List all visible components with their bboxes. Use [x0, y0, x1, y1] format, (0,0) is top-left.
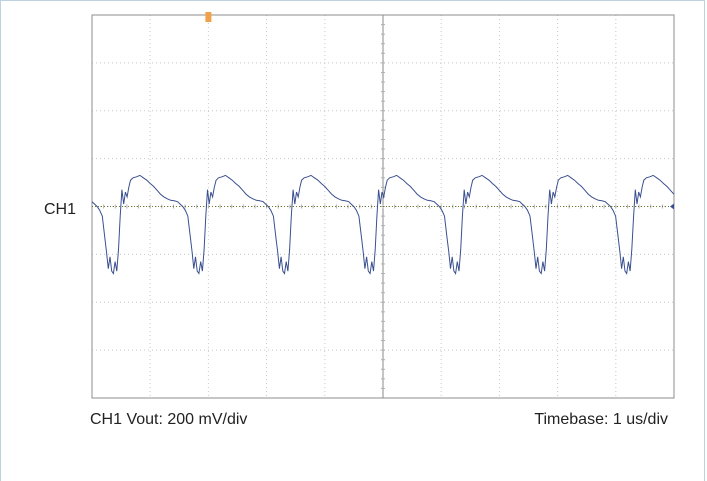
footer-vertical-scale: CH1 Vout: 200 mV/div — [90, 411, 247, 428]
channel-end-marker-icon — [670, 203, 674, 210]
ch1-trace — [91, 174, 675, 275]
trace-layer — [91, 174, 675, 275]
trigger-marker-icon — [205, 12, 212, 22]
channel-label: CH1 — [44, 201, 76, 218]
markers — [205, 12, 674, 210]
footer-timebase: Timebase: 1 us/div — [534, 411, 668, 428]
